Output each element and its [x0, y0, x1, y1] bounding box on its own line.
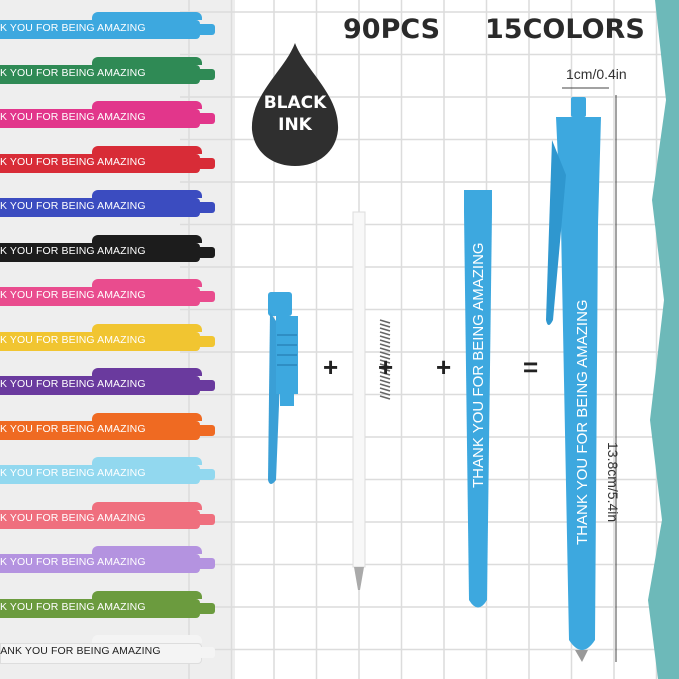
dimension-lines	[562, 87, 617, 662]
pen-imprint: K YOU FOR BEING AMAZING	[0, 22, 146, 34]
pen-clip	[92, 279, 202, 287]
pen-14: K YOU FOR BEING AMAZING	[0, 590, 215, 618]
pen-tip	[200, 202, 215, 213]
pen-4: K YOU FOR BEING AMAZING	[0, 145, 215, 173]
pen-body	[0, 153, 200, 173]
pen-tip	[200, 424, 215, 436]
spring-part	[379, 319, 391, 400]
pen-clip	[92, 190, 202, 198]
pen-1: K YOU FOR BEING AMAZING	[0, 12, 215, 39]
pen-body	[0, 509, 200, 529]
pen-clip	[92, 145, 202, 154]
pen-body	[0, 598, 200, 618]
pen-tip	[200, 558, 215, 569]
pen-3: K YOU FOR BEING AMAZING	[0, 101, 215, 128]
pen-clip	[92, 234, 202, 243]
pen-clip	[92, 12, 202, 20]
pen-tip	[200, 291, 215, 302]
badge-line1: BLACK	[263, 93, 327, 113]
pen-tip	[200, 647, 215, 658]
pen-clip	[92, 457, 202, 465]
pen-imprint: K YOU FOR BEING AMAZING	[0, 244, 146, 257]
pen-body	[0, 376, 200, 395]
pen-imprint: K YOU FOR BEING AMAZING	[0, 600, 146, 613]
pen-tip	[200, 335, 215, 347]
pen-imprint: K YOU FOR BEING AMAZING	[0, 511, 146, 524]
pen-11: K YOU FOR BEING AMAZING	[0, 457, 215, 484]
pen-imprint: K YOU FOR BEING AMAZING	[0, 333, 146, 346]
pen-clip	[92, 635, 202, 643]
pen-imprint: K YOU FOR BEING AMAZING	[0, 422, 146, 435]
pen-clip	[92, 412, 202, 421]
pen-tip	[200, 380, 215, 391]
pen-body	[0, 242, 200, 262]
pen-body	[0, 465, 200, 484]
pen-clip	[92, 546, 202, 554]
ink-drop-icon	[251, 43, 339, 166]
pen-body	[0, 198, 200, 217]
pen-tip	[200, 513, 215, 525]
pen-10: K YOU FOR BEING AMAZING	[0, 412, 215, 440]
pen-tip	[200, 469, 215, 480]
pen-imprint: K YOU FOR BEING AMAZING	[0, 200, 146, 212]
pen-tip	[200, 24, 215, 35]
pen-body	[0, 331, 200, 351]
pen-body	[0, 554, 200, 573]
pen-body	[0, 64, 200, 84]
width-dimension: 1cm/0.4in	[566, 66, 627, 82]
pen-imprint: THANK YOU FOR BEING AMAZING	[0, 645, 161, 657]
pen-imprint: K YOU FOR BEING AMAZING	[0, 66, 146, 79]
badge-line2: INK	[278, 115, 312, 135]
pen-clip	[92, 323, 202, 332]
pen-imprint: K YOU FOR BEING AMAZING	[0, 378, 146, 390]
pen-imprint: K YOU FOR BEING AMAZING	[0, 556, 146, 568]
pen-tip	[200, 602, 215, 614]
length-dimension: 13.8cm/5.4in	[605, 442, 621, 523]
plus-sign: +	[436, 352, 452, 382]
pen-imprint: K YOU FOR BEING AMAZING	[0, 289, 146, 301]
pen-15: THANK YOU FOR BEING AMAZING	[0, 635, 215, 664]
pen-12: K YOU FOR BEING AMAZING	[0, 501, 215, 529]
pen-body	[0, 109, 200, 128]
pen-5: K YOU FOR BEING AMAZING	[0, 190, 215, 217]
plus-sign: +	[378, 352, 394, 382]
pen-clip	[92, 501, 202, 510]
barrel-text: THANK YOU FOR BEING AMAZING	[470, 242, 487, 488]
pen-clip	[92, 590, 202, 599]
quantity-label: 90PCS	[343, 14, 441, 45]
pen-2: K YOU FOR BEING AMAZING	[0, 56, 215, 84]
equals-sign: =	[523, 352, 539, 382]
pen-body	[0, 20, 200, 39]
pen-tip	[200, 113, 215, 124]
pen-tip	[200, 68, 215, 80]
pen-clip	[92, 101, 202, 109]
pen-7: K YOU FOR BEING AMAZING	[0, 279, 215, 306]
barrel-part	[464, 190, 492, 608]
pen-imprint: K YOU FOR BEING AMAZING	[0, 467, 146, 479]
pen-imprint: K YOU FOR BEING AMAZING	[0, 155, 146, 168]
assembled-pen	[546, 97, 601, 662]
pen-9: K YOU FOR BEING AMAZING	[0, 368, 215, 395]
pen-body	[0, 420, 200, 440]
pen-6: K YOU FOR BEING AMAZING	[0, 234, 215, 262]
pen-clip	[92, 368, 202, 376]
assembled-pen-text: THANK YOU FOR BEING AMAZING	[574, 299, 591, 545]
pen-tip	[200, 246, 215, 258]
clip-cap-part	[268, 292, 298, 484]
pen-tip	[200, 157, 215, 169]
pen-8: K YOU FOR BEING AMAZING	[0, 323, 215, 351]
plus-sign: +	[323, 352, 339, 382]
refill-part	[352, 211, 366, 590]
colors-label: 15COLORS	[485, 14, 645, 45]
pen-body	[0, 287, 200, 306]
pen-clip	[92, 56, 202, 65]
pen-13: K YOU FOR BEING AMAZING	[0, 546, 215, 573]
pen-imprint: K YOU FOR BEING AMAZING	[0, 111, 146, 123]
